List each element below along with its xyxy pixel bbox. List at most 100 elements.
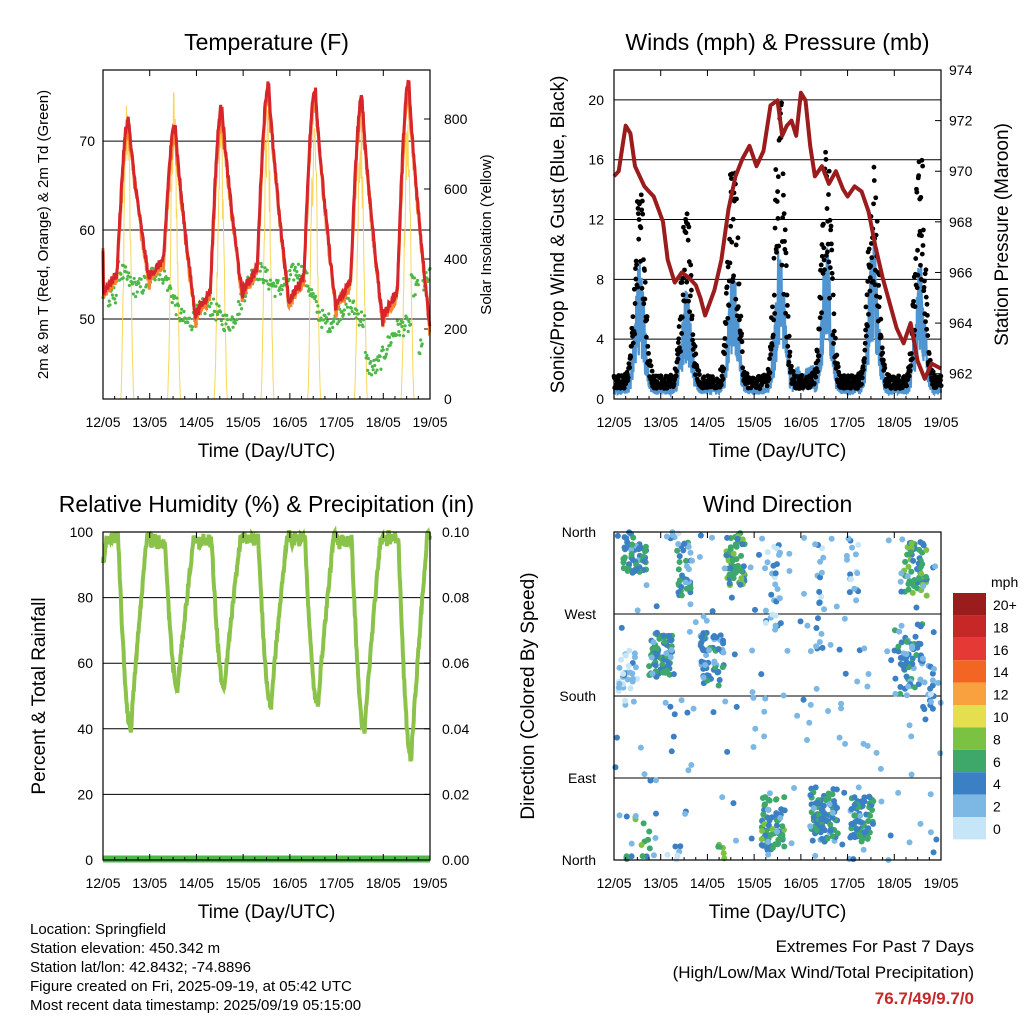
dewpoint-point [186,320,190,325]
dewpoint-point [419,338,423,342]
speed-legend: mph 20+ 18 16 14 12 10 8 6 4 2 0 [953,574,1018,840]
gust-point [771,292,777,298]
dewpoint-point [289,273,293,277]
y2-tick-label: 600 [444,181,468,197]
dewpoint-point [137,281,141,285]
gust-point [642,268,647,273]
direction-point [847,571,854,578]
dewpoint-point [132,276,136,281]
gust-point [773,167,779,172]
direction-point [687,549,694,556]
gust-point [915,247,920,253]
dewpoint-point [292,268,297,272]
direction-point [778,834,785,841]
gust-point [678,348,683,354]
direction-point [764,559,771,566]
direction-point [776,549,783,556]
direction-point [846,589,853,596]
gust-point [862,340,868,346]
dewpoint-point [108,303,112,307]
direction-point [667,637,674,644]
gust-point [870,278,876,284]
y-tick-label: 60 [79,222,95,238]
dewpoint-point [133,280,137,284]
gust-point [725,264,731,270]
dewpoint-point [341,312,346,316]
gust-point [925,333,931,338]
direction-point [821,606,828,613]
direction-point [764,549,771,556]
direction-point [820,554,827,561]
direction-point [864,683,871,690]
direction-point [727,544,734,551]
dewpoint-point [316,304,320,308]
direction-point [710,634,717,641]
gust-point [859,381,864,387]
x-tick-label: 13/05 [132,414,167,430]
legend-swatch [953,727,986,750]
direction-point [687,589,694,596]
dewpoint-point [233,321,237,325]
dewpoint-point [359,310,364,314]
direction-point [641,558,648,565]
plot-border [102,531,431,861]
direction-point [668,748,675,755]
gust-point [780,171,786,177]
direction-point [702,661,709,668]
direction-point [870,798,877,805]
gust-point [828,223,834,229]
gust-point [918,262,923,268]
direction-point [667,703,674,710]
direction-point [749,647,756,654]
direction-point [908,540,915,547]
gust-point [831,311,837,317]
direction-point [637,744,644,751]
direction-point [650,639,657,646]
direction-point [616,664,623,671]
dewpoint-point [346,296,350,300]
dewpoint-point [299,264,304,268]
plot-border [102,69,431,400]
direction-point [849,544,856,551]
direction-point [777,814,784,821]
gust-point [733,296,739,302]
dewpoint-point [141,288,146,292]
gust-point [863,327,868,333]
direction-point [626,669,633,676]
gust-point [646,350,651,356]
dewpoint-point [379,367,383,371]
direction-point [613,734,620,741]
dewpoint-point [225,313,229,318]
direction-point [912,633,919,640]
dewpoint-point [235,318,239,322]
dewpoint-point [328,329,332,334]
direction-point [903,673,910,680]
direction-point [898,622,905,629]
direction-point [781,843,788,850]
direction-point [765,796,772,803]
direction-point [699,645,706,652]
dewpoint-point [327,312,331,316]
dewpoint-point [389,340,393,345]
location-text: Location: Springfield [30,921,166,938]
direction-point [765,851,772,858]
gust-point [848,385,854,391]
y2-tick-label: 0 [444,391,452,407]
gust-point [729,239,735,245]
direction-point [854,678,861,685]
gust-point [729,176,734,181]
direction-point [914,621,921,628]
direction-point [768,814,775,821]
direction-point [856,832,863,839]
legend-title: mph [991,574,1018,590]
gust-point [819,310,824,316]
dewpoint-point [292,278,296,282]
direction-point [621,554,628,561]
direction-point [813,625,820,632]
dewpoint-point [259,261,263,266]
direction-point [618,624,625,631]
gust-point [831,328,837,334]
direction-point [788,840,795,847]
gust-point [771,255,777,261]
gust-point [688,262,694,268]
